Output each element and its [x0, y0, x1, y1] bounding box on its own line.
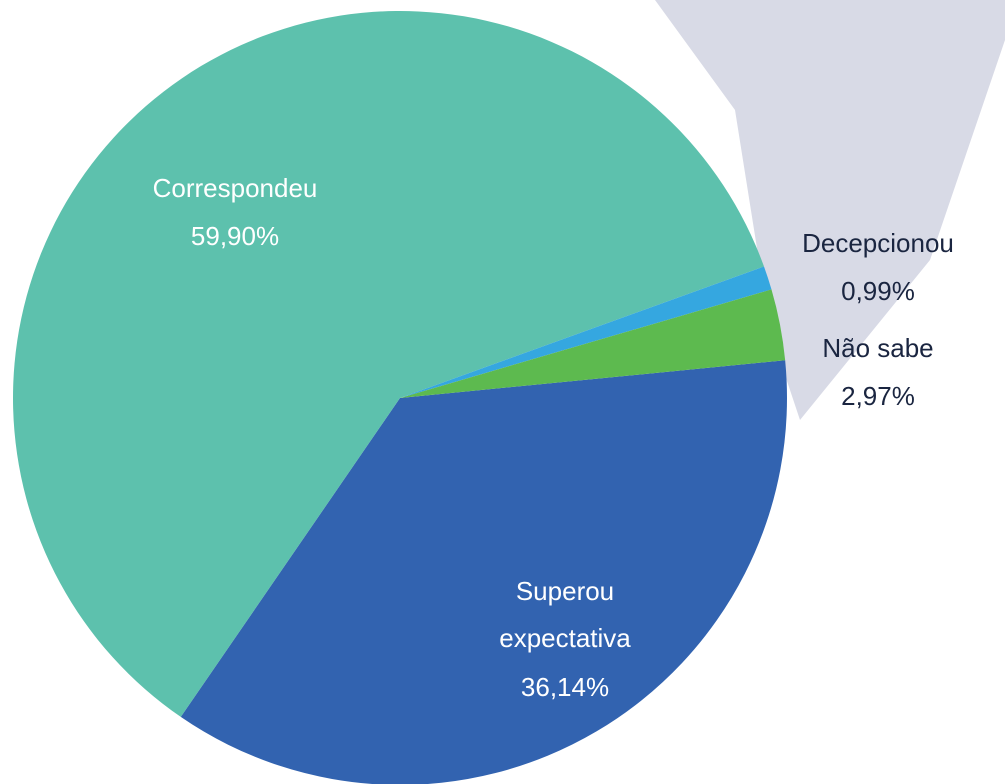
slice-label: Correspondeu — [153, 173, 318, 203]
slice-value-label: 36,14% — [521, 672, 609, 702]
pie-slice — [400, 289, 786, 398]
pie-slice — [13, 11, 764, 717]
slice-value-label: 2,97% — [841, 381, 915, 411]
slice-label: Não sabe — [822, 333, 933, 363]
slice-value-label: 59,90% — [191, 221, 279, 251]
slice-value-label: 0,99% — [841, 276, 915, 306]
pie-slice — [180, 360, 787, 784]
watermark — [655, 0, 1005, 420]
slice-label: Decepcionou — [802, 228, 954, 258]
slice-label: Superou expectativa — [499, 576, 631, 653]
pie-slice — [400, 266, 772, 398]
